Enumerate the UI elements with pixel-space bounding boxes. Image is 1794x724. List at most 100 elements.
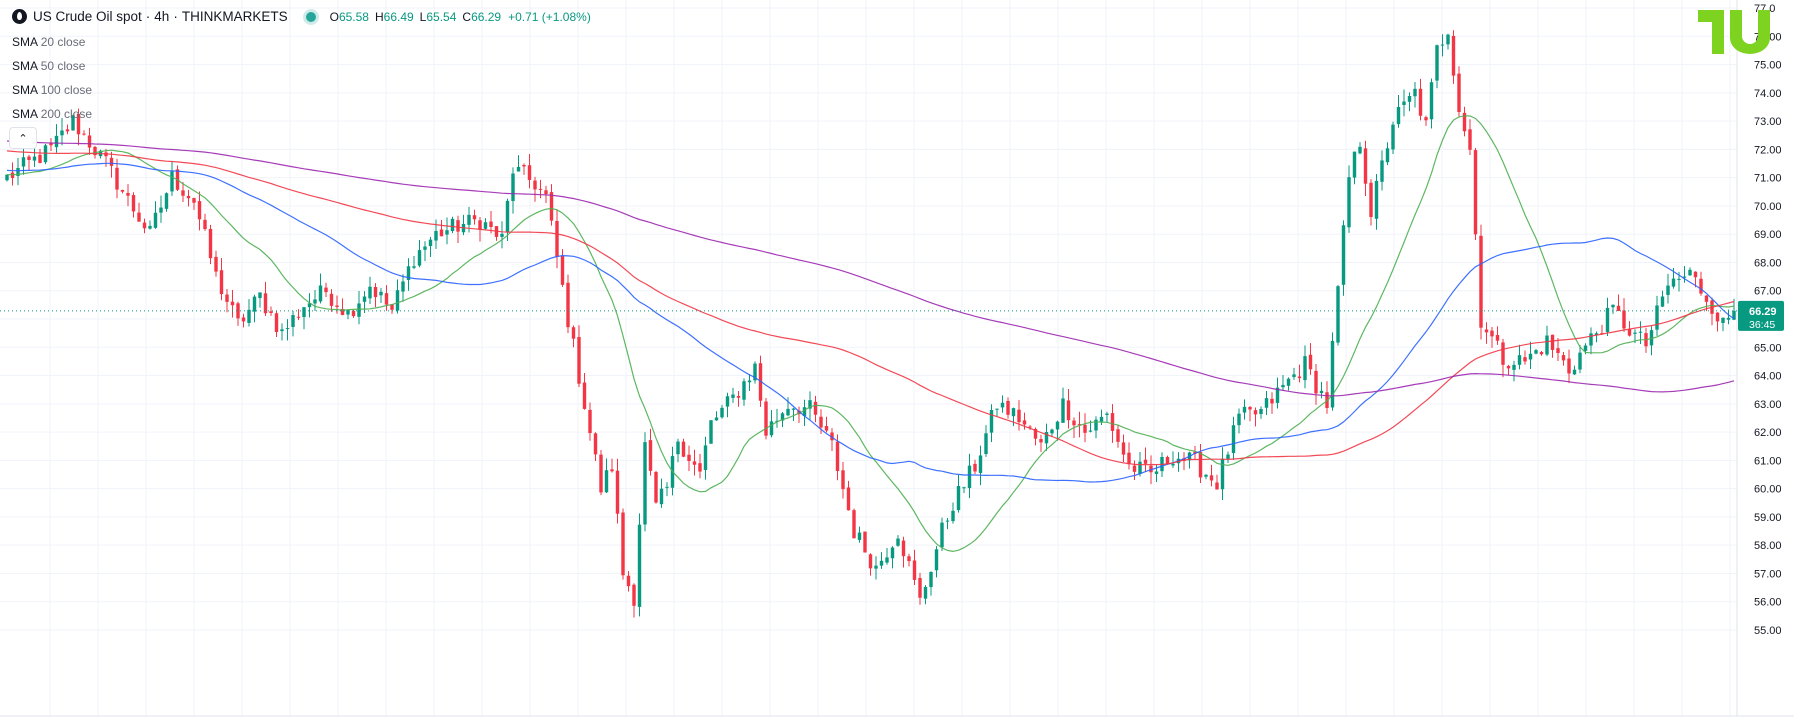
symbol-name[interactable]: US Crude Oil spot xyxy=(33,9,142,24)
candle-down xyxy=(384,293,389,305)
candle-up xyxy=(1226,454,1230,459)
collapse-indicators-button[interactable]: ⌃ xyxy=(9,127,37,149)
ohlc-close: C66.29 xyxy=(462,9,502,24)
candle-down xyxy=(456,220,460,232)
candle-up xyxy=(247,309,251,323)
candle-down xyxy=(1468,129,1472,150)
candle-down xyxy=(1116,429,1120,442)
candle-down xyxy=(846,487,851,511)
candle-down xyxy=(560,255,565,285)
candle-up xyxy=(1088,430,1093,432)
candle-up xyxy=(1275,387,1280,403)
chart-legend: US Crude Oil spot · 4h · THINKMARKETS O6… xyxy=(12,9,591,24)
candle-up xyxy=(676,441,680,455)
candle-up xyxy=(1319,390,1324,394)
candle-up xyxy=(401,281,405,292)
candle-down xyxy=(82,133,86,135)
candle-down xyxy=(1110,413,1115,431)
candle-down xyxy=(1699,278,1703,294)
candle-down xyxy=(1424,117,1428,121)
candle-down xyxy=(1248,406,1252,410)
price-axis-tick: 63.00 xyxy=(1754,399,1782,411)
candle-up xyxy=(1677,278,1681,280)
market-status-icon xyxy=(305,11,316,22)
candle-up xyxy=(1259,408,1263,415)
candle-down xyxy=(489,221,493,228)
candle-up xyxy=(417,250,422,266)
candle-up xyxy=(1402,101,1406,105)
candle-up xyxy=(1413,88,1417,97)
candle-up xyxy=(1242,406,1247,413)
candle-up xyxy=(1050,429,1054,434)
candle-down xyxy=(373,286,378,298)
candle-down xyxy=(340,309,345,315)
candle-down xyxy=(274,313,279,333)
price-axis-tick: 73.00 xyxy=(1754,116,1782,128)
candle-up xyxy=(984,433,988,454)
price-axis-tick: 65.00 xyxy=(1754,342,1782,354)
candle-up xyxy=(395,290,400,311)
candle-up xyxy=(709,420,713,444)
candle-down xyxy=(824,426,829,431)
candle-up xyxy=(659,488,664,505)
candle-down xyxy=(973,463,977,472)
candle-down xyxy=(852,510,856,539)
candle-down xyxy=(599,454,603,493)
candle-down xyxy=(1627,328,1632,336)
candle-up xyxy=(753,363,757,381)
candle-down xyxy=(1523,357,1527,362)
candle-down xyxy=(522,164,526,167)
candle-up xyxy=(1435,45,1439,81)
candle-down xyxy=(263,293,268,314)
candle-up xyxy=(1611,304,1615,308)
candle-up xyxy=(929,571,933,588)
candle-down xyxy=(907,556,911,562)
candle-down xyxy=(324,287,328,293)
candle-down xyxy=(241,317,246,322)
price-axis-tick: 74.00 xyxy=(1754,88,1782,100)
candle-up xyxy=(148,225,152,229)
candle-down xyxy=(1539,351,1544,355)
candle-down xyxy=(588,409,592,434)
candle-down xyxy=(219,270,224,295)
indicator-sma-100[interactable]: SMA 100 close xyxy=(12,83,93,97)
candle-up xyxy=(406,266,411,281)
candle-down xyxy=(736,395,741,398)
candle-up xyxy=(258,292,262,299)
interval-label[interactable]: 4h xyxy=(154,9,170,24)
candle-down xyxy=(648,440,653,471)
indicator-sma-20[interactable]: SMA 20 close xyxy=(12,35,86,49)
candle-up xyxy=(346,310,350,315)
candle-down xyxy=(555,220,559,257)
candle-up xyxy=(940,522,944,548)
candle-up xyxy=(1391,124,1395,150)
price-axis-tick: 55.00 xyxy=(1754,625,1782,637)
candle-down xyxy=(1484,329,1489,333)
candle-up xyxy=(291,315,295,327)
candle-down xyxy=(1567,358,1571,374)
candle-up xyxy=(1380,160,1384,182)
candle-down xyxy=(472,215,477,220)
candle-up xyxy=(1583,345,1588,351)
candle-up xyxy=(747,380,752,383)
candle-up xyxy=(1512,364,1516,370)
candle-up xyxy=(1094,419,1098,431)
candle-down xyxy=(593,433,598,455)
candle-up xyxy=(1330,340,1335,408)
candle-down xyxy=(181,190,185,196)
candle-up xyxy=(604,470,609,493)
candle-up xyxy=(1044,432,1049,444)
candle-up xyxy=(1688,269,1692,276)
candle-up xyxy=(978,455,983,473)
candle-up xyxy=(1726,317,1731,320)
candle-up xyxy=(1429,82,1434,120)
candle-up xyxy=(1407,96,1412,102)
candle-up xyxy=(1352,151,1357,178)
candle-up xyxy=(1264,398,1269,408)
indicator-sma-200[interactable]: SMA 200 close xyxy=(12,107,93,121)
candle-down xyxy=(1490,330,1494,337)
candle-up xyxy=(450,218,455,232)
indicator-sma-50[interactable]: SMA 50 close xyxy=(12,59,86,73)
candle-down xyxy=(758,363,763,401)
